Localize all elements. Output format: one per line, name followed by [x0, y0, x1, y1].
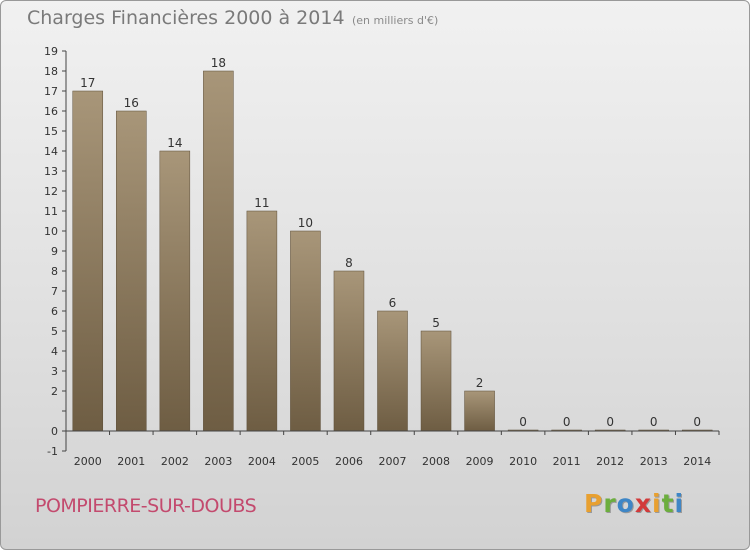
y-tick-label: 2: [51, 385, 58, 398]
data-label: 11: [254, 196, 269, 210]
data-label: 16: [124, 96, 139, 110]
bar: [464, 390, 495, 432]
y-tick-label: -1: [47, 445, 58, 458]
x-tick-label: 2013: [640, 455, 668, 468]
x-tick-label: 2008: [422, 455, 450, 468]
commune-name: POMPIERRE-SUR-DOUBS: [35, 495, 257, 517]
bar: [72, 90, 104, 432]
data-label: 17: [80, 76, 95, 90]
logo-letter: r: [603, 489, 617, 518]
y-tick-label: 8: [51, 265, 58, 278]
y-tick-label: 4: [51, 345, 58, 358]
x-tick-label: 2012: [596, 455, 624, 468]
bar: [159, 150, 191, 432]
y-tick-label: 3: [51, 365, 58, 378]
y-tick-label: 12: [44, 185, 58, 198]
x-tick-label: 2006: [335, 455, 363, 468]
logo-letter: o: [616, 489, 635, 518]
y-tick-label: 11: [44, 205, 58, 218]
data-label: 0: [606, 415, 614, 429]
x-tick-label: 2002: [161, 455, 189, 468]
chart-subtitle: (en milliers d'€): [352, 14, 439, 27]
x-tick-label: 2003: [204, 455, 232, 468]
y-tick-label: 6: [51, 305, 58, 318]
data-label: 0: [650, 415, 658, 429]
data-label: 5: [432, 316, 440, 330]
x-tick-label: 2001: [117, 455, 145, 468]
y-tick-label: 19: [44, 45, 58, 58]
logo-letter: P: [584, 489, 604, 518]
logo-letter: t: [661, 489, 675, 518]
y-tick-label: 5: [51, 325, 58, 338]
y-tick-label: 10: [44, 225, 58, 238]
bar: [116, 110, 147, 432]
logo-letter: i: [674, 489, 685, 518]
data-label: 6: [389, 296, 397, 310]
y-tick-label: 13: [44, 165, 58, 178]
x-tick-label: 2007: [379, 455, 407, 468]
bar: [420, 330, 452, 432]
x-tick-label: 2009: [466, 455, 494, 468]
y-tick-label: 15: [44, 125, 58, 138]
x-tick-label: 2014: [683, 455, 711, 468]
y-tick-label: 17: [44, 85, 58, 98]
data-label: 8: [345, 256, 353, 270]
data-label: 0: [693, 415, 701, 429]
proxiti-logo: Proxiti: [584, 489, 684, 518]
x-tick-label: 2004: [248, 455, 276, 468]
data-label: 10: [298, 216, 313, 230]
x-tick-label: 2000: [74, 455, 102, 468]
x-tick-label: 2011: [553, 455, 581, 468]
bar: [290, 230, 321, 432]
data-label: 0: [519, 415, 527, 429]
bar: [203, 70, 234, 432]
bar: [246, 210, 278, 432]
chart-title: Charges Financières 2000 à 2014: [27, 7, 345, 29]
data-label: 14: [167, 136, 182, 150]
bar: [333, 270, 365, 432]
data-label: 0: [563, 415, 571, 429]
logo-letter: i: [652, 489, 662, 518]
bar: [377, 310, 408, 432]
y-tick-label: 7: [51, 285, 58, 298]
x-tick-label: 2005: [291, 455, 319, 468]
y-tick-label: 18: [44, 65, 58, 78]
y-tick-label: 16: [44, 105, 58, 118]
data-label: 2: [476, 376, 484, 390]
y-tick-label: 14: [44, 145, 58, 158]
y-tick-label: 0: [51, 425, 58, 438]
x-tick-label: 2010: [509, 455, 537, 468]
logo-letter: x: [634, 489, 652, 518]
data-label: 18: [211, 56, 226, 70]
y-tick-label: 9: [51, 245, 58, 258]
